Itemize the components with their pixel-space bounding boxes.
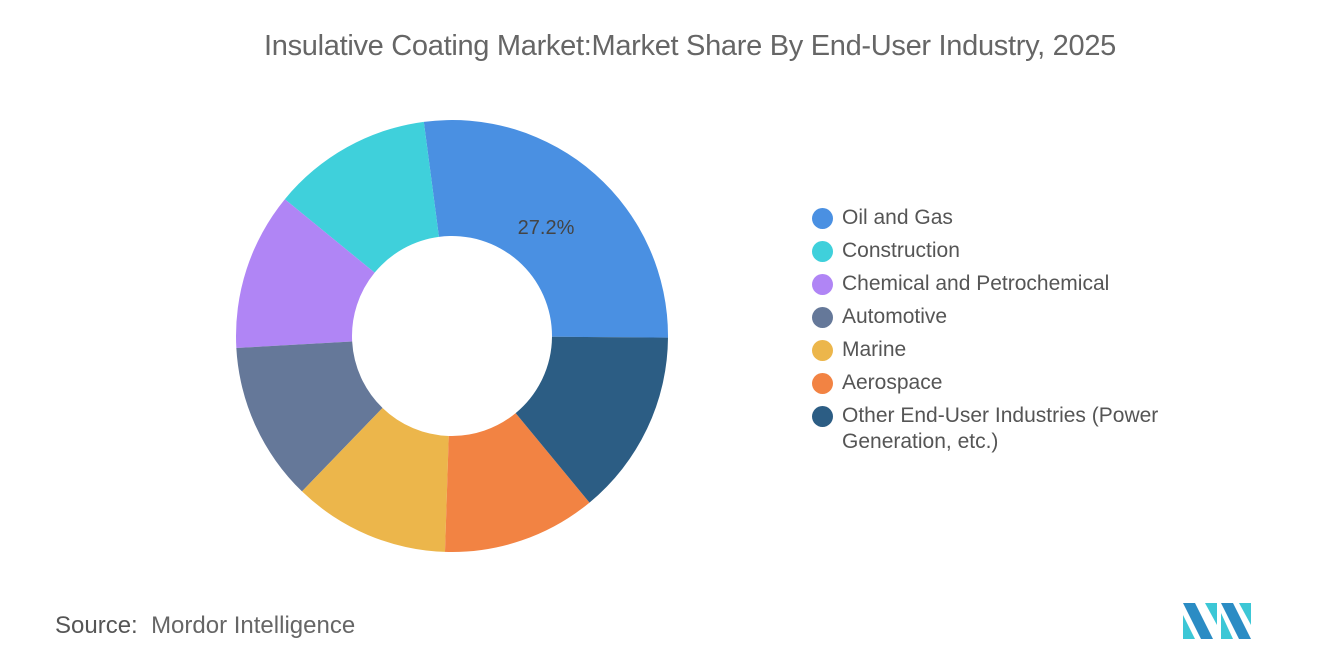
source-value: Mordor Intelligence — [151, 612, 356, 639]
slice-aerospace — [444, 413, 590, 552]
legend-label: Marine — [842, 338, 907, 361]
legend-label: Chemical and Petrochemical — [842, 272, 1110, 295]
legend-label: Aerospace — [842, 371, 943, 394]
legend-swatch — [812, 208, 833, 229]
legend-swatch — [812, 406, 833, 427]
data-label: 27.2% — [518, 217, 575, 239]
slice-automotive — [236, 341, 383, 492]
legend-swatch — [812, 241, 833, 262]
mordor-logo — [1183, 603, 1251, 639]
legend-swatch — [812, 274, 833, 295]
donut-chart: 27.2% — [235, 119, 668, 552]
legend-swatch — [812, 340, 833, 361]
slice-construction — [284, 121, 439, 273]
legend-label: Construction — [842, 239, 960, 262]
legend-label: Automotive — [842, 305, 948, 328]
source-label: Source: — [55, 612, 138, 639]
slice-marine — [302, 407, 449, 552]
legend-item: Oil and Gas — [812, 205, 1212, 231]
legend: Oil and Gas Construction Chemical and Petr… — [812, 205, 1212, 462]
legend-label: Other End-User Industries (Power Generat… — [842, 404, 1159, 453]
chart-title: Insulative Coating Market:Market Share B… — [264, 30, 1116, 62]
legend-label: Oil and Gas — [842, 206, 953, 229]
legend-item: Automotive — [812, 304, 1212, 330]
slice-oil-and-gas — [423, 119, 668, 338]
legend-item: Other End-User Industries (Power Generat… — [812, 403, 1212, 455]
legend-item: Construction — [812, 238, 1212, 264]
slice-other-end-user-industries-power-generation-etc — [515, 336, 668, 503]
legend-swatch — [812, 307, 833, 328]
legend-item: Aerospace — [812, 370, 1212, 396]
source: Source: Mordor Intelligence — [55, 612, 355, 640]
slice-chemical-and-petrochemical — [235, 199, 375, 348]
legend-swatch — [812, 373, 833, 394]
legend-item: Marine — [812, 337, 1212, 363]
legend-item: Chemical and Petrochemical — [812, 271, 1212, 297]
